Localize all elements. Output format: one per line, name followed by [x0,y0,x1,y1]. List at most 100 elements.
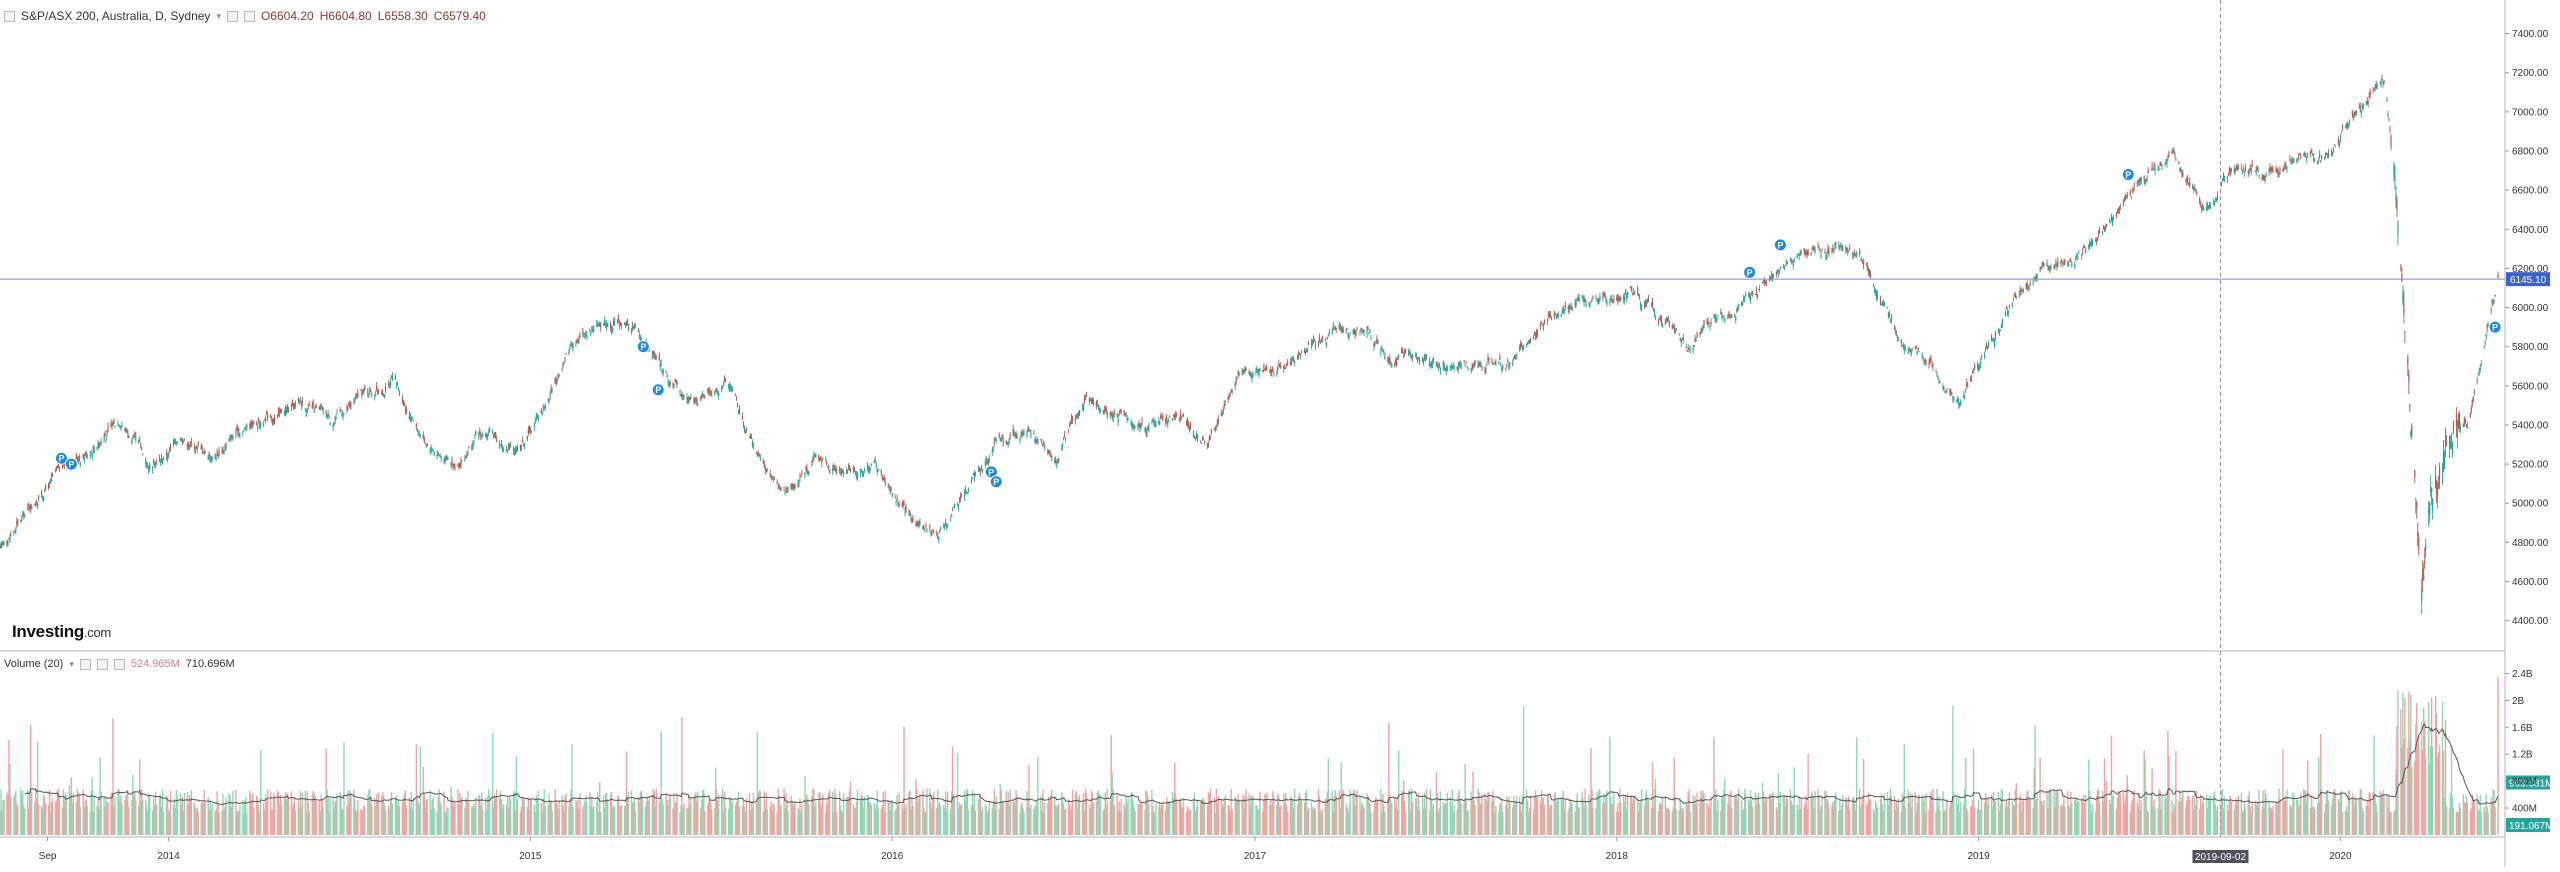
candle-body [1905,347,1906,348]
candle-body [849,466,850,467]
candle-body [1327,337,1328,338]
volume-bar [676,793,677,835]
candle-body [732,389,733,390]
volume-bar [2245,807,2246,835]
candle-body [925,526,926,527]
candle-body [1912,349,1913,350]
volume-bar [239,804,240,835]
candle-body [1415,356,1416,357]
candle-body [1919,351,1920,352]
volume-bar [656,789,657,835]
candle-body [1145,431,1146,433]
candle-body [1585,304,1586,307]
candle-body [798,482,799,484]
volume-bar [316,800,317,835]
candle-body [1918,348,1919,350]
volume-bar [2446,806,2447,835]
volume-bar [38,804,39,835]
candle-body [675,380,676,382]
volume-bar [746,799,747,835]
candle-body [910,518,911,519]
candle-body [589,329,590,330]
volume-bar [2363,811,2364,835]
candle-body [1527,344,1528,345]
candle-body [1848,252,1849,253]
candle-body [1461,365,1462,369]
candle-body [557,379,558,381]
candle-body [1197,435,1198,438]
candle-body [1228,396,1229,400]
candle-body [1540,324,1541,326]
candle-body [501,444,502,445]
candle-body [1443,363,1444,367]
candle-body [434,453,435,455]
volume-bar [142,800,143,835]
volume-bar [2335,795,2336,835]
candle-body [1602,295,1603,299]
volume-bar [600,812,601,835]
volume-bar [2168,756,2169,835]
candle-body [889,486,890,489]
candle-body [794,485,795,488]
volume-bar [204,802,205,835]
candle-body [1838,245,1839,246]
candle-body [2182,173,2183,177]
candle-body [1359,331,1360,334]
candle-body [1252,375,1253,377]
candle-body [1100,410,1101,413]
candle-body [2000,330,2001,331]
candle-body [1696,334,1697,338]
candle-body [1922,354,1923,356]
candle-body [767,470,768,471]
candle-body [20,520,21,522]
candle-body [1209,437,1210,440]
volume-bar [2300,793,2301,835]
volume-bar [1669,810,1670,835]
candle-body [235,431,236,434]
candle-body [1181,417,1182,418]
candle-body [1237,379,1238,380]
candle-body [2074,264,2075,268]
candle-body [1749,295,1750,297]
volume-bar [1842,795,1843,835]
volume-bar [905,805,906,835]
candle-body [1576,303,1577,305]
volume-bar [1197,799,1198,835]
candle-body [1204,443,1205,444]
candle-body [716,388,717,391]
candle-body [1833,249,1834,252]
candle-body [1686,346,1687,347]
candle-body [1278,364,1279,365]
candle-body [1737,307,1738,309]
candle-body [1062,444,1063,446]
candle-body [1229,395,1230,396]
candle-body [404,404,405,405]
volume-bar [1322,810,1323,835]
candle-body [1709,326,1710,327]
candle-body [1396,361,1397,365]
candle-body [2084,246,2085,247]
candle-body [582,331,583,333]
candle-body [454,467,455,468]
candle-body [1787,262,1788,263]
candle-body [1541,321,1542,323]
candle-body [1447,368,1448,371]
candle-body [1992,340,1993,341]
volume-bar [1204,800,1205,835]
candle-body [1006,441,1007,442]
candle-body [184,439,185,440]
candle-body [1554,313,1555,317]
candle-body [635,326,636,327]
candle-body [496,440,497,441]
volume-bar [2487,812,2488,835]
candle-body [2050,267,2051,268]
candle-body [966,492,967,493]
candle-body [10,535,11,536]
candle-body [128,435,129,436]
candle-body [1651,304,1652,307]
volume-bar [1717,800,1718,835]
candle-body [558,375,559,376]
candle-body [2039,269,2040,271]
